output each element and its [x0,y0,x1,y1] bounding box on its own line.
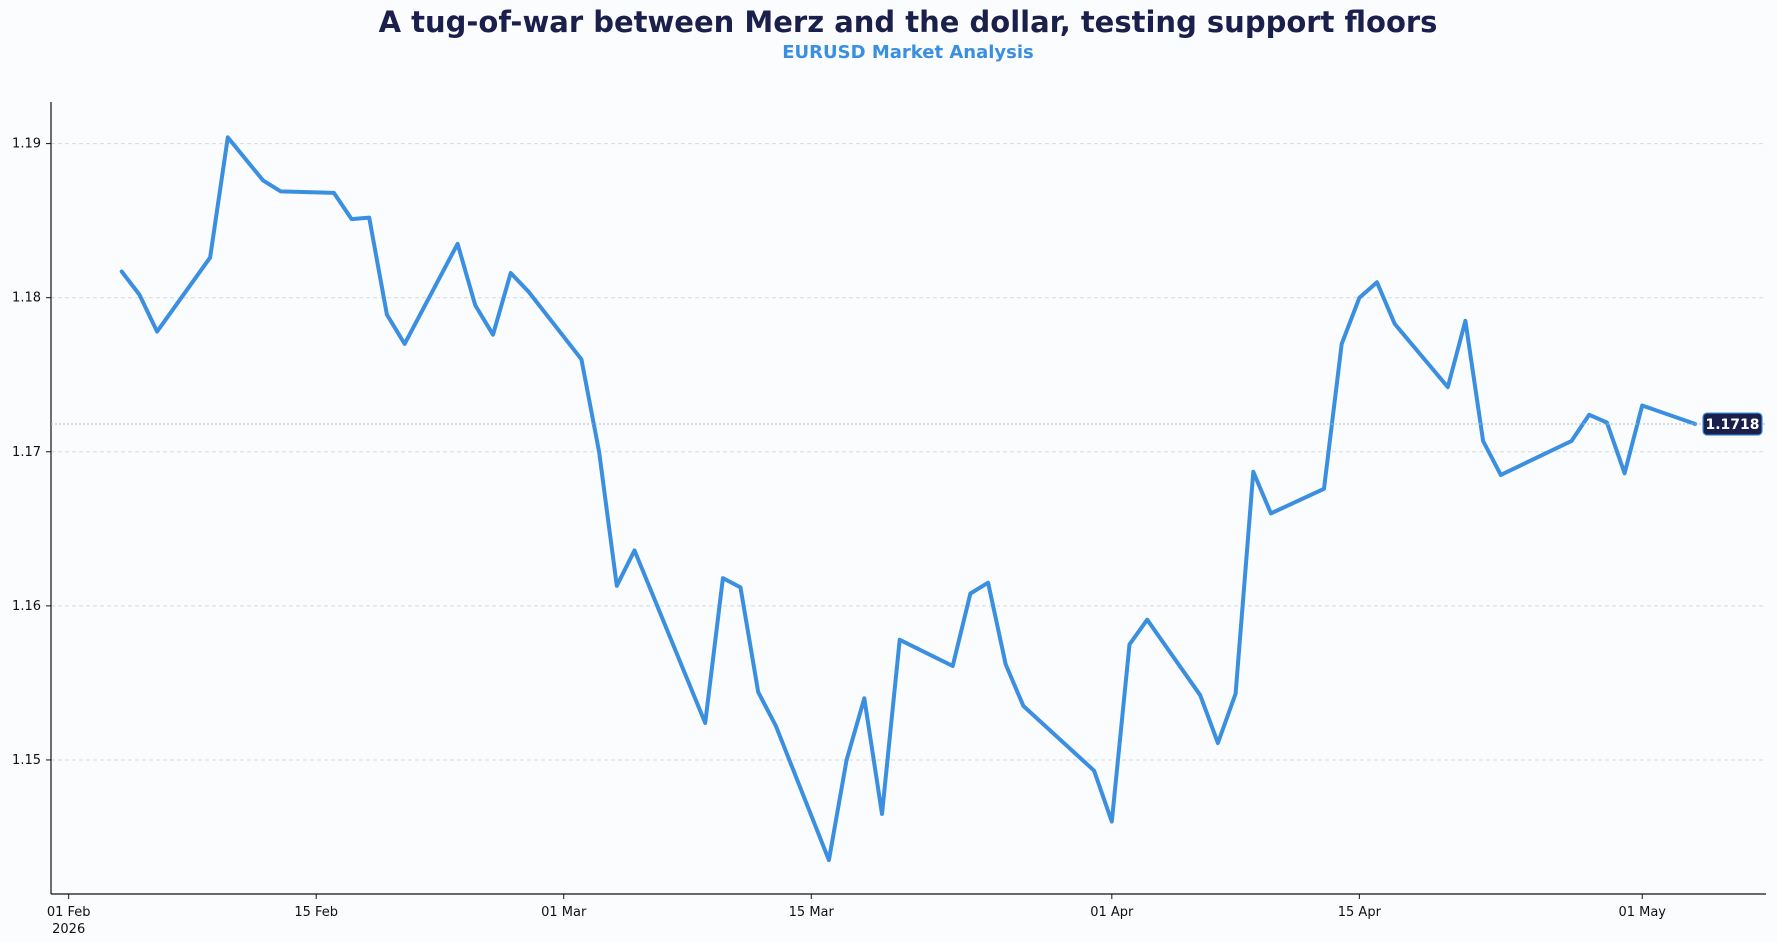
data-point [1446,385,1450,389]
data-point [261,179,265,183]
tick-labels: 1.15 1.16 1.17 1.18 1.19 01 Feb 2026 15 Feb 01 M… [12,137,1666,937]
data-point [1357,296,1361,300]
y-tick-label: 1.16 [12,599,41,614]
data-point [1623,471,1627,475]
data-point [845,758,849,762]
data-point [1481,439,1485,443]
last-value-text: 1.1718 [1705,417,1759,433]
data-point [1251,470,1255,474]
series-layer [119,135,1698,863]
data-point [986,581,990,585]
data-point [1198,693,1202,697]
y-tick-label: 1.19 [12,137,41,152]
data-point [1269,511,1273,515]
data-point [1570,439,1574,443]
chart-subtitle: EURUSD Market Analysis [782,42,1033,63]
data-point [1092,769,1096,773]
data-point [898,638,902,642]
data-point [473,303,477,307]
data-point [367,216,371,220]
data-point [632,548,636,552]
data-point [137,293,141,297]
y-tick-label: 1.17 [12,445,41,460]
data-point [226,135,230,139]
data-point [827,858,831,862]
data-point [279,189,283,193]
data-point [1393,322,1397,326]
data-point [1463,319,1467,323]
data-point [1340,342,1344,346]
x-tick-label: 01 Feb [47,905,91,920]
data-point [703,721,707,725]
x-tick-label: 15 Apr [1338,905,1382,920]
y-tick-label: 1.18 [12,291,41,306]
data-point [597,450,601,454]
data-point [1234,692,1238,696]
data-point [1128,642,1132,646]
data-point [1587,413,1591,417]
data-point [721,576,725,580]
y-tick-label: 1.15 [12,753,41,768]
data-point [968,592,972,596]
data-point [350,217,354,221]
data-point [756,690,760,694]
data-point [332,191,336,195]
data-point [155,330,159,334]
x-tick-label: 01 Apr [1090,905,1134,920]
data-point [1499,473,1503,477]
data-point [1640,404,1644,408]
gridlines [51,143,1766,761]
data-point [385,313,389,317]
last-value-badge [1702,412,1763,436]
data-point [1004,662,1008,666]
x-tick-label: 15 Feb [294,905,338,920]
data-point [1110,820,1114,824]
x-tick-label: 01 May [1618,905,1666,920]
data-point [403,342,407,346]
series-line [119,135,1698,863]
x-tick-label: 01 Mar [541,905,587,920]
data-point [862,696,866,700]
data-point [880,812,884,816]
data-point [1375,280,1379,284]
data-point [1145,618,1149,622]
data-point [739,585,743,589]
data-point [1322,487,1326,491]
data-point [208,256,212,260]
x-tick-sublabel: 2026 [52,922,85,937]
axes [50,102,1766,895]
data-point [951,664,955,668]
last-value-label-group: 1.1718 [51,412,1766,436]
data-point [1216,741,1220,745]
chart-title: A tug-of-war between Merz and the dollar… [379,5,1438,39]
data-point [243,157,247,161]
data-point [456,242,460,246]
data-point [579,357,583,361]
data-point [526,290,530,294]
data-point [120,269,124,273]
data-point [509,271,513,275]
data-point [774,724,778,728]
x-tick-label: 15 Mar [789,905,835,920]
data-point [1021,704,1025,708]
data-point [615,584,619,588]
data-point [491,333,495,337]
